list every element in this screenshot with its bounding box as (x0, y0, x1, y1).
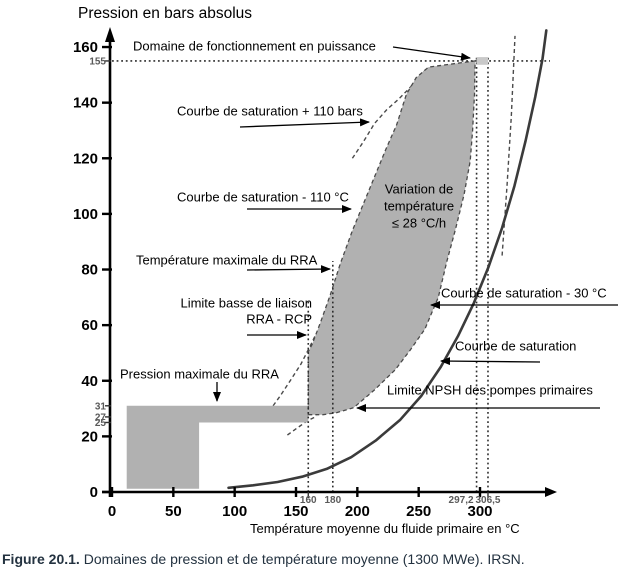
x-tick-label-150: 150 (283, 503, 308, 520)
y-tick-label-20: 20 (81, 428, 98, 445)
y-tick-label-140: 140 (73, 95, 98, 112)
x-tick-label-50: 50 (165, 503, 182, 520)
figure-caption-label: Figure 20.1. (2, 551, 80, 567)
label-temp-max-rra-arrow (246, 265, 331, 274)
saturation-minus-110C-curve (268, 334, 317, 412)
label-variation-line2: température (384, 199, 454, 214)
figure-caption-text: Domaines de pression et de température m… (79, 551, 525, 567)
label-sat-plus-110bars-arrow (239, 118, 370, 128)
rcp-operating-domain-region (307, 60, 476, 416)
x-minor-label-297,2: 297,2 (449, 495, 474, 506)
y-tick-label-100: 100 (73, 206, 98, 223)
saturation-plus-110bars-curve (351, 67, 428, 159)
x-tick-label-100: 100 (222, 503, 247, 520)
y-tick-label-40: 40 (81, 373, 98, 390)
saturation-curve (227, 29, 548, 490)
x-tick-label-250: 250 (406, 503, 431, 520)
label-domaine-fonctionnement-arrow (392, 46, 471, 61)
y-tick-label-160: 160 (73, 39, 98, 56)
label-variation-line1: Variation de (385, 182, 453, 197)
rra-operating-domain-region (126, 405, 309, 489)
y-tick-label-60: 60 (81, 317, 98, 334)
label-temp-max-rra: Température maximale du RRA (136, 253, 318, 268)
y-minor-label-31: 31 (95, 401, 107, 412)
x-tick-label-300: 300 (467, 503, 492, 520)
label-liaison-line1: Limite basse de liaison (180, 296, 312, 311)
x-axis-arrowhead (545, 487, 557, 497)
label-courbe-saturation: Courbe de saturation (455, 339, 576, 354)
y-minor-label-155: 155 (89, 56, 106, 67)
label-variation-line3: ≤ 28 °C/h (392, 216, 446, 231)
label-sat-minus-30C: Courbe de saturation - 30 °C (441, 286, 607, 301)
y-tick-label-120: 120 (73, 150, 98, 167)
label-liaison-line2: RRA - RCP (246, 312, 312, 327)
x-tick-label-0: 0 (108, 503, 116, 520)
saturation-minus-30C-curve-lower (286, 415, 318, 436)
y-axis-title: Pression en bars absolus (78, 5, 253, 22)
y-minor-label-27: 27 (95, 412, 107, 423)
figure-caption: Figure 20.1. Domaines de pression et de … (2, 551, 525, 567)
x-minor-label-160: 160 (300, 495, 317, 506)
label-sat-plus-110bars: Courbe de saturation + 110 bars (177, 104, 363, 119)
x-tick-label-200: 200 (345, 503, 370, 520)
label-courbe-saturation-arrow (440, 357, 541, 366)
label-npsh: Limite NPSH des pompes primaires (387, 383, 593, 398)
y-tick-label-0: 0 (90, 484, 98, 501)
y-axis-arrowhead (105, 27, 115, 42)
label-pression-max-rra: Pression maximale du RRA (120, 367, 279, 382)
power-operation-segment (476, 57, 488, 65)
label-sat-minus-110C: Courbe de saturation - 110 °C (177, 190, 349, 205)
x-minor-label-306,5: 306,5 (475, 495, 500, 506)
x-minor-label-180: 180 (324, 495, 341, 506)
label-domaine-fonctionnement: Domaine de fonctionnement en puissance (133, 39, 376, 54)
chart-canvas: 0 20 40 60 80 100 120 140 160 0 50 100 150 200 250 300 1… (73, 27, 618, 520)
y-tick-label-80: 80 (81, 262, 98, 279)
y-minor-label-25: 25 (95, 418, 107, 429)
x-axis-title: Température moyenne du fluide primaire e… (250, 521, 520, 536)
